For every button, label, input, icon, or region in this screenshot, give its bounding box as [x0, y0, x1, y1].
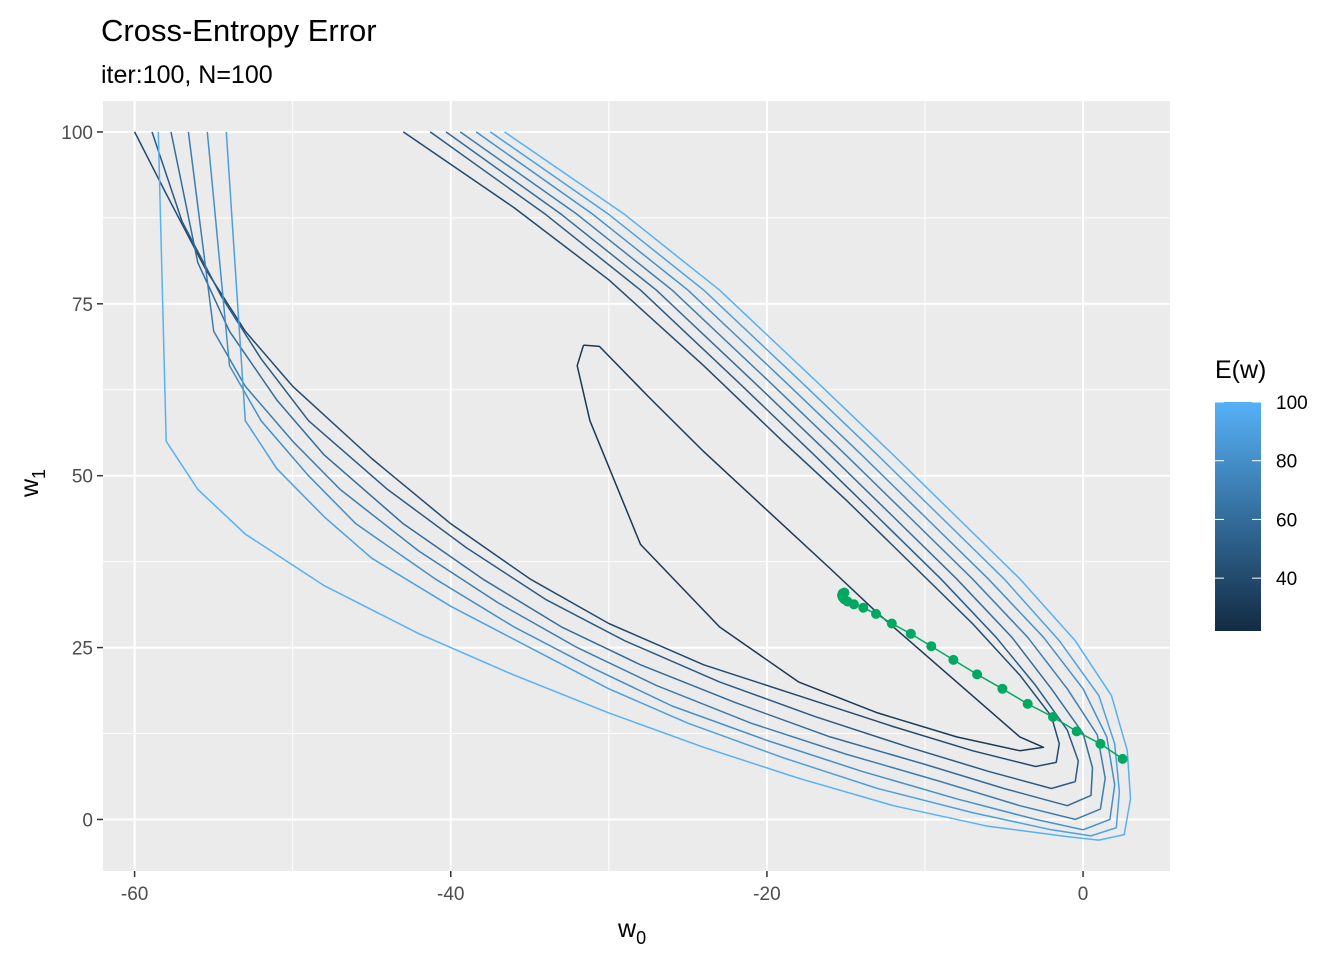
x-axis-label-subscript: 0 [636, 928, 646, 948]
descent-point [871, 608, 881, 619]
descent-point [1071, 726, 1082, 737]
descent-point [886, 618, 897, 629]
contour-line-50 [151, 131, 1080, 790]
y-tick-label: 50 [72, 467, 93, 488]
descent-point [839, 587, 850, 598]
contour-lines [133, 131, 1132, 841]
contour-line-40 [133, 131, 1061, 768]
descent-point [1022, 698, 1033, 709]
y-axis-label-subscript: 1 [29, 469, 49, 479]
legend-ticks: 40 60 80 100 [1215, 393, 1308, 590]
y-tick-label: 25 [72, 639, 93, 660]
x-tick-label: -60 [121, 884, 148, 905]
descent-point [972, 669, 983, 680]
y-axis-label-base: w [16, 478, 44, 498]
contour-line-90 [225, 131, 1121, 837]
x-axis-label-base: w [617, 915, 637, 943]
descent-point [997, 683, 1008, 694]
contour-line-60 [170, 131, 1094, 807]
gridlines [103, 101, 1170, 871]
chart-title: Cross-Entropy Error [101, 13, 377, 48]
x-tick-label: 0 [1078, 884, 1089, 905]
descent-point [858, 602, 869, 613]
plot-panel [103, 101, 1170, 871]
contour-line-30 [576, 344, 1045, 752]
contour-line-80 [206, 131, 1116, 831]
descent-point [905, 628, 916, 639]
legend-tick-label: 60 [1276, 510, 1297, 531]
x-tick-label: -20 [753, 884, 780, 905]
legend-title: E(w) [1215, 356, 1266, 384]
legend-tick-label: 100 [1276, 393, 1308, 414]
y-tick-label: 75 [72, 295, 93, 316]
descent-point [1117, 753, 1128, 764]
contour-line-100 [157, 131, 1132, 841]
legend-colorbar [1215, 402, 1261, 631]
y-tick-label: 100 [61, 123, 93, 144]
y-tick-label: 0 [82, 810, 93, 831]
legend: E(w) 40 60 80 100 [1215, 356, 1308, 631]
chart-subtitle: iter:100, N=100 [101, 61, 273, 89]
legend-tick-label: 80 [1276, 452, 1297, 473]
descent-path [837, 587, 1128, 764]
descent-point [926, 641, 937, 652]
descent-point [1095, 738, 1106, 749]
x-axis-label: w0 [617, 915, 646, 948]
axes: -60 -40 -20 0 0 25 50 75 100 [61, 123, 1088, 905]
descent-point [948, 654, 959, 665]
legend-tick-label: 40 [1276, 569, 1297, 590]
descent-point [1048, 712, 1058, 722]
y-axis-label: w1 [16, 469, 49, 498]
contour-line-70 [187, 131, 1106, 821]
x-tick-label: -40 [437, 884, 464, 905]
